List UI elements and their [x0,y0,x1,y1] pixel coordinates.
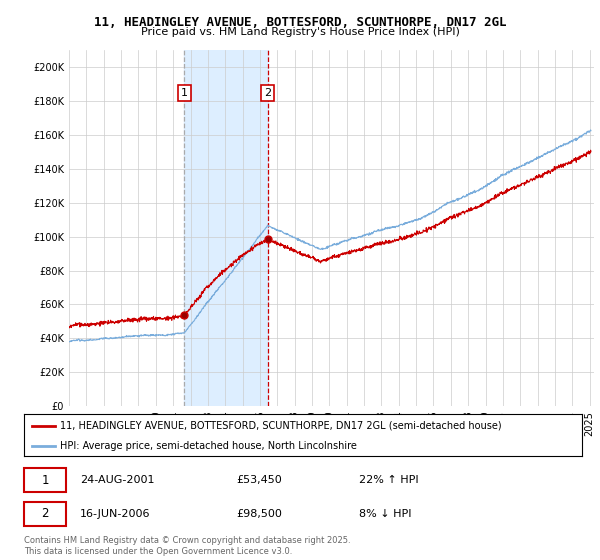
Text: 11, HEADINGLEY AVENUE, BOTTESFORD, SCUNTHORPE, DN17 2GL (semi-detached house): 11, HEADINGLEY AVENUE, BOTTESFORD, SCUNT… [60,421,502,431]
FancyBboxPatch shape [24,468,66,492]
Text: 8% ↓ HPI: 8% ↓ HPI [359,509,412,519]
Text: 1: 1 [41,474,49,487]
Text: 11, HEADINGLEY AVENUE, BOTTESFORD, SCUNTHORPE, DN17 2GL: 11, HEADINGLEY AVENUE, BOTTESFORD, SCUNT… [94,16,506,29]
Text: 2: 2 [41,507,49,520]
Text: 1: 1 [181,88,188,98]
Bar [184,50,268,406]
Text: Contains HM Land Registry data © Crown copyright and database right 2025.
This d: Contains HM Land Registry data © Crown c… [24,536,350,556]
Text: £53,450: £53,450 [236,475,282,485]
Text: Price paid vs. HM Land Registry's House Price Index (HPI): Price paid vs. HM Land Registry's House … [140,27,460,37]
Text: 2: 2 [264,88,271,98]
Text: HPI: Average price, semi-detached house, North Lincolnshire: HPI: Average price, semi-detached house,… [60,441,357,451]
Text: 24-AUG-2001: 24-AUG-2001 [80,475,154,485]
Text: 22% ↑ HPI: 22% ↑ HPI [359,475,418,485]
FancyBboxPatch shape [24,502,66,526]
Text: 16-JUN-2006: 16-JUN-2006 [80,509,151,519]
Text: £98,500: £98,500 [236,509,282,519]
